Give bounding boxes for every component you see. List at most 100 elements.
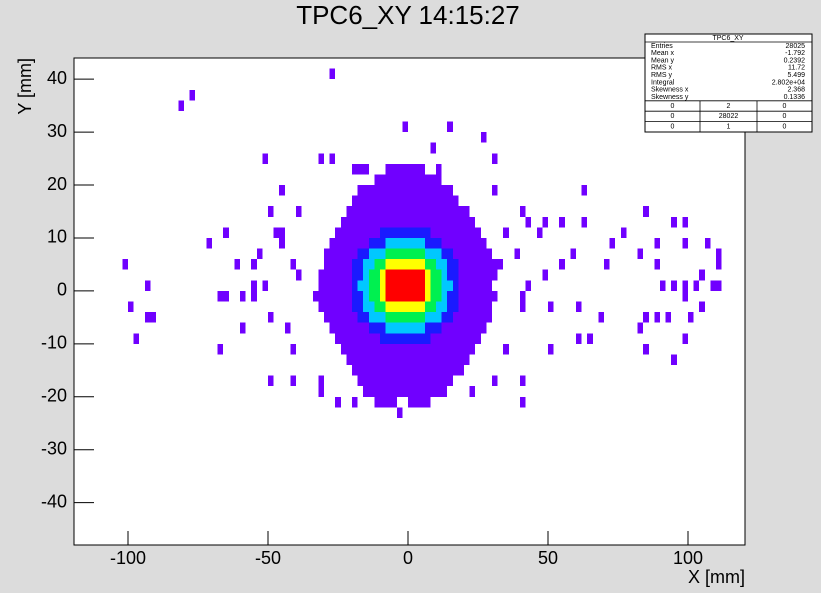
- heatmap-cell: [290, 343, 296, 355]
- heatmap-cell: [352, 365, 464, 376]
- heatmap-cell: [352, 195, 459, 207]
- heatmap-cell: [520, 290, 526, 302]
- stats-title: TPC6_XY: [712, 35, 743, 42]
- heatmap-cell: [352, 163, 369, 175]
- stats-value: -1.792: [785, 50, 805, 57]
- heatmap-cell: [279, 237, 285, 249]
- heatmap-cell: [520, 206, 526, 217]
- heatmap-cell: [363, 259, 375, 270]
- heatmap-cell: [492, 375, 498, 387]
- heatmap-cell: [296, 206, 302, 217]
- heatmap-cell: [430, 142, 436, 154]
- heatmap-cell: [447, 269, 459, 281]
- stats-label: Integral: [651, 79, 675, 86]
- y-tick-label: -10: [41, 333, 67, 353]
- heatmap-cell: [514, 248, 520, 260]
- heatmap-cell: [424, 269, 431, 281]
- heatmap-cell: [335, 333, 380, 344]
- heatmap-cell: [716, 280, 722, 291]
- heatmap-cell: [520, 301, 526, 313]
- heatmap-cell: [340, 343, 476, 355]
- heatmap-cell: [144, 312, 151, 323]
- heatmap-cell: [402, 121, 408, 133]
- y-tick-label: 0: [57, 280, 67, 300]
- y-tick-label: -40: [41, 491, 67, 511]
- heatmap-cell: [251, 280, 257, 291]
- y-tick-label: 30: [47, 121, 67, 141]
- heatmap-cell: [329, 237, 369, 249]
- stats-label: Skewness y: [651, 94, 689, 101]
- heatmap-cell: [122, 259, 128, 270]
- heatmap-cell: [436, 163, 442, 175]
- x-tick-label: -50: [255, 548, 281, 568]
- stats-frame: [644, 33, 813, 133]
- heatmap-cell: [480, 132, 487, 143]
- heatmap-cell: [525, 216, 532, 228]
- heatmap-cell: [436, 259, 448, 270]
- heatmap-cell: [385, 237, 425, 249]
- heatmap-cell: [363, 269, 369, 281]
- heatmap-cell: [458, 259, 498, 270]
- heatmap-cell: [296, 269, 302, 281]
- heatmap-cell: [385, 290, 425, 302]
- stats-table-cell: 1: [727, 124, 731, 131]
- x-tick-label: -100: [110, 548, 146, 568]
- heatmap-cell: [329, 153, 336, 164]
- heatmap-cells: [122, 68, 722, 418]
- heatmap-cell: [380, 280, 386, 291]
- heatmap-cell: [329, 68, 336, 80]
- heatmap-cell: [671, 354, 677, 366]
- heatmap-cell: [357, 312, 369, 323]
- heatmap-cell: [671, 216, 677, 228]
- heatmap-cell: [346, 206, 470, 217]
- heatmap-cell: [520, 396, 526, 408]
- heatmap-cell: [576, 333, 582, 344]
- x-tick-label: 0: [403, 548, 413, 568]
- y-axis-label: Y [mm]: [15, 58, 35, 115]
- heatmap-cell: [710, 280, 716, 291]
- heatmap-cell: [441, 312, 453, 323]
- heatmap-cell: [430, 290, 442, 302]
- heatmap-cell: [380, 290, 386, 302]
- heatmap-cell: [637, 322, 644, 334]
- heatmap-cell: [587, 333, 593, 344]
- heatmap-cell: [318, 153, 324, 164]
- heatmap-cell: [318, 386, 324, 397]
- stats-label: Mean x: [651, 50, 674, 57]
- heatmap-cell: [492, 153, 498, 164]
- stats-value: 2.802e+04: [772, 79, 805, 86]
- heatmap-cell: [329, 322, 369, 334]
- heatmap-cell: [665, 312, 672, 323]
- heatmap-cell: [223, 290, 229, 302]
- stats-value: 0.2392: [784, 57, 806, 64]
- heatmap-cell: [279, 185, 285, 196]
- y-tick-label: -20: [41, 386, 67, 406]
- heatmap-cell: [368, 312, 386, 323]
- stats-label: Entries: [651, 43, 673, 50]
- heatmap-cell: [380, 333, 431, 344]
- heatmap-cell: [318, 301, 352, 313]
- heatmap-cell: [352, 280, 358, 291]
- heatmap-cell: [598, 312, 604, 323]
- heatmap-cell: [128, 301, 134, 313]
- heatmap-cell: [441, 269, 448, 281]
- heatmap-cell: [385, 163, 425, 175]
- heatmap-cell: [352, 269, 364, 281]
- heatmap-cell: [385, 322, 425, 334]
- stats-label: Skewness x: [651, 87, 689, 94]
- heatmap-cell: [318, 280, 352, 291]
- heatmap-cell: [637, 248, 644, 260]
- heatmap-cell: [363, 386, 448, 397]
- heatmap-cell: [430, 386, 436, 397]
- heatmap-cell: [682, 237, 688, 249]
- heatmap-cell: [581, 216, 588, 228]
- heatmap-cell: [368, 322, 386, 334]
- heatmap-cell: [497, 259, 504, 270]
- heatmap-cell: [548, 301, 554, 313]
- heatmap-cell: [150, 312, 156, 323]
- heatmap-cell: [458, 269, 498, 281]
- heatmap-cell: [374, 259, 386, 270]
- heatmap-cell: [396, 407, 403, 418]
- heatmap-cell: [581, 185, 588, 196]
- heatmap-cell: [424, 290, 431, 302]
